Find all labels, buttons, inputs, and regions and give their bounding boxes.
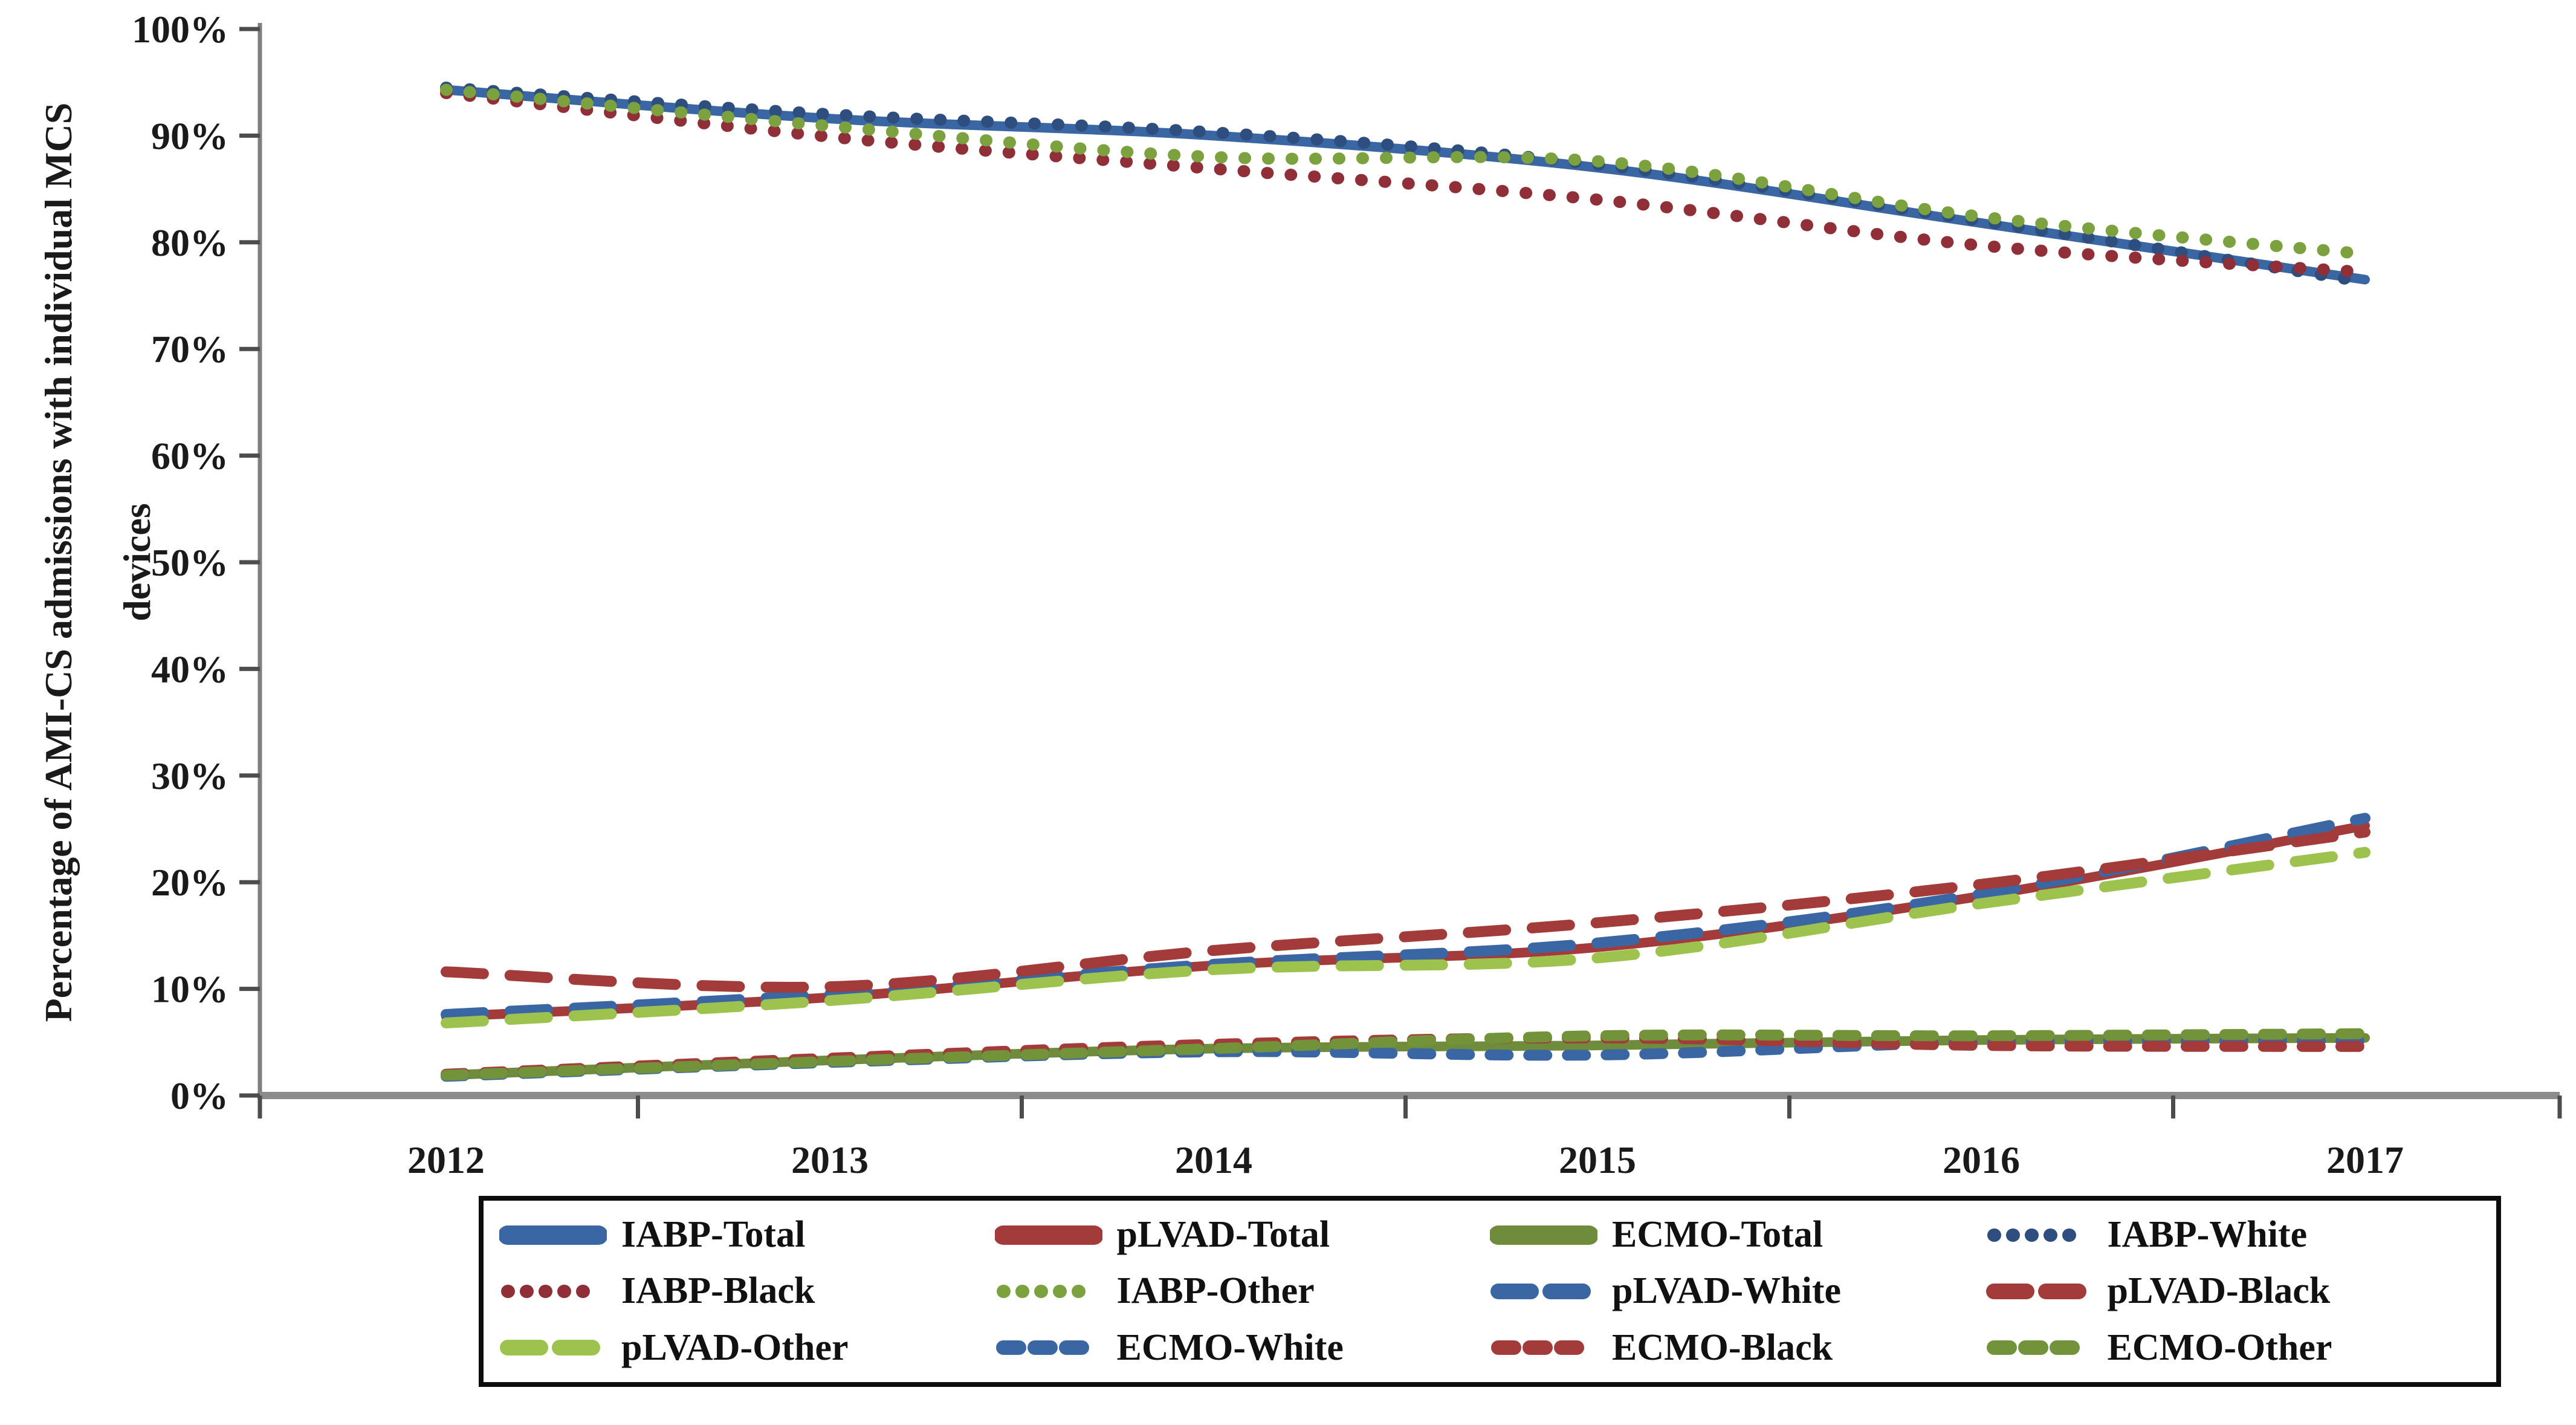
series-line-IABP-Other [440,83,2371,261]
series-line-pLVAD-Black [441,826,2371,993]
legend-swatch-ECMO-Black [1491,1340,1596,1355]
legend-swatch-ECMO-Other [1986,1340,2092,1355]
series-line-pLVAD-White [441,813,2371,1020]
legend-label: pLVAD-White [1612,1270,1841,1312]
legend-item-ECMO-Black: ECMO-Black [1490,1326,1985,1369]
x-category-label: 2012 [407,1138,485,1181]
legend-swatch-IABP-White [1987,1228,2091,1242]
legend-label: pLVAD-Black [2107,1270,2331,1312]
x-category-label: 2015 [1559,1138,1636,1181]
legend-label: pLVAD-Total [1116,1214,1330,1256]
legend-label: IABP-Black [621,1270,815,1312]
legend-label: ECMO-Total [1612,1214,1824,1256]
legend-swatch-IABP-Other [996,1284,1101,1298]
y-tick-label: 70% [151,328,228,371]
y-tick-label: 80% [151,221,228,264]
series-line-ECMO-Other [441,1028,2371,1081]
legend-label: IABP-Total [621,1214,806,1256]
legend-swatch-pLVAD-Black [1985,1283,2092,1299]
legend-item-IABP-Other: IABP-Other [995,1270,1490,1313]
legend-label: ECMO-Black [1612,1326,1833,1368]
legend-label: pLVAD-Other [621,1326,849,1368]
y-tick-label: 0% [170,1074,228,1117]
legend-item-ECMO-White: ECMO-White [995,1326,1490,1369]
legend-label: IABP-White [2107,1214,2308,1256]
legend-item-pLVAD-White: pLVAD-White [1490,1270,1985,1313]
legend-swatch-ECMO-White [995,1340,1101,1355]
legend-item-ECMO-Total: ECMO-Total [1490,1213,1985,1256]
y-axis-title-line2: devices [115,503,158,622]
legend-item-pLVAD-Other: pLVAD-Other [499,1326,995,1369]
x-category-label: 2016 [1943,1138,2020,1181]
legend-item-IABP-White: IABP-White [1985,1213,2481,1256]
legend-label: ECMO-Other [2107,1326,2332,1368]
legend-item-IABP-Black: IABP-Black [499,1270,995,1313]
y-tick-label: 30% [151,755,228,797]
y-tick-label: 100% [132,8,228,51]
y-tick-label: 50% [151,541,228,584]
y-tick-label: 60% [151,435,228,478]
y-tick-label: 40% [151,648,228,690]
legend-label: IABP-Other [1116,1270,1315,1312]
legend-item-ECMO-Other: ECMO-Other [1985,1326,2481,1369]
x-category-label: 2013 [791,1138,869,1181]
y-tick-label: 10% [151,968,228,1011]
legend-swatch-pLVAD-Total [994,1225,1102,1245]
y-tick-label: 90% [151,114,228,157]
legend-swatch-ECMO-Total [1490,1225,1597,1245]
legend-label: ECMO-White [1116,1326,1344,1368]
legend-item-IABP-Total: IABP-Total [499,1213,995,1256]
y-tick-label: 20% [151,861,228,904]
x-category-label: 2017 [2326,1138,2404,1181]
legend-swatch-pLVAD-White [1490,1283,1597,1299]
x-category-label: 2014 [1175,1138,1252,1181]
legend-item-pLVAD-Total: pLVAD-Total [994,1213,1490,1256]
series-line-IABP-Black [440,86,2371,279]
series-line-pLVAD-Other [441,846,2371,1029]
legend-item-pLVAD-Black: pLVAD-Black [1985,1270,2481,1313]
y-axis-title-line1: Percentage of AMI-CS admissions with ind… [37,103,80,1022]
legend-swatch-pLVAD-Other [500,1340,606,1356]
legend-swatch-IABP-Total [499,1225,607,1245]
chart-legend: IABP-Total pLVAD-Total ECMO-Total IABP-Whit… [479,1196,2501,1387]
legend-swatch-IABP-Black [501,1284,605,1298]
series-line-IABP-White [440,82,2371,288]
